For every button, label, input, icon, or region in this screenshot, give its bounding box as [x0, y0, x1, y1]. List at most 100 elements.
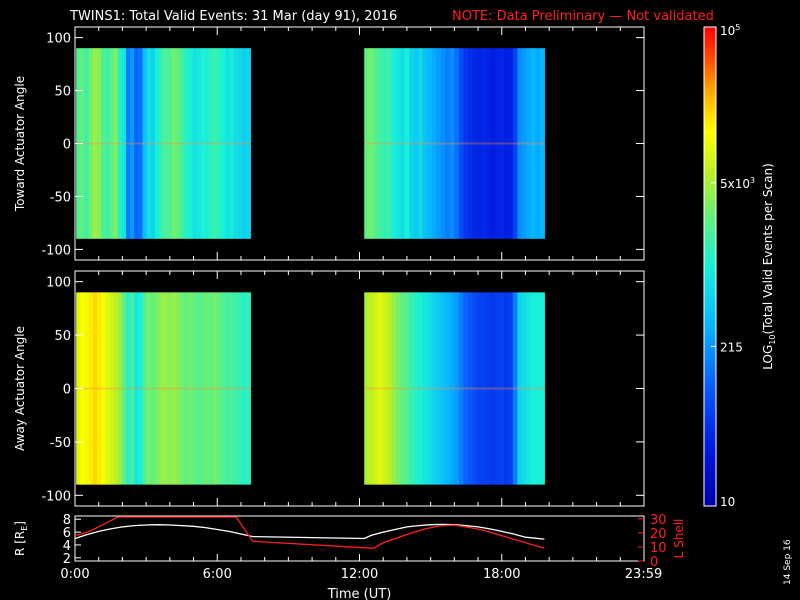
colorbar-tick-label: 105: [720, 23, 740, 38]
away-heat-column: [436, 292, 442, 485]
away-heat-column: [121, 292, 127, 485]
toward-heat-column: [109, 48, 115, 239]
toward-heat-column: [146, 48, 152, 239]
away-heat-column: [192, 292, 198, 485]
away-heat-column: [163, 292, 168, 485]
away-heat-column: [458, 292, 464, 485]
away-heat-column: [368, 292, 374, 485]
toward-heat-column: [364, 48, 370, 239]
away-heat-column: [179, 292, 185, 485]
away-heat-column: [377, 292, 383, 485]
away-heat-column: [109, 292, 115, 485]
orbit-r-line: [74, 523, 545, 540]
away-ytick-label: -100: [41, 489, 71, 504]
toward-heat-column: [175, 48, 181, 239]
toward-heat-column: [377, 48, 383, 239]
toward-heat-column: [163, 48, 168, 239]
away-heat-column: [476, 292, 482, 485]
orbit-left-ylabel: R [RE]: [13, 521, 29, 556]
toward-heat-column: [409, 48, 415, 239]
colorbar-tick-label: 215: [720, 340, 743, 354]
orbit-left-tick-label: 4: [63, 539, 71, 554]
away-heat-column: [217, 292, 222, 485]
toward-heat-column: [472, 48, 478, 239]
away-heat-column: [146, 292, 152, 485]
orbit-left-tick-label: 2: [63, 552, 71, 567]
away-heat-column: [150, 292, 156, 485]
away-heat-column: [485, 292, 491, 485]
toward-heat-column: [382, 48, 388, 239]
away-heat-column: [84, 292, 90, 485]
away-heat-column: [200, 292, 206, 485]
orbit-lshell-line: [74, 516, 545, 549]
away-heat-column: [364, 292, 370, 485]
away-heat-column: [526, 292, 532, 485]
toward-heat-column: [373, 48, 379, 239]
toward-ylabel: Toward Actuator Angle: [13, 76, 27, 212]
away-heat-column: [96, 292, 102, 485]
toward-heat-column: [449, 48, 455, 239]
toward-heat-column: [422, 48, 428, 239]
toward-heat-column: [521, 48, 527, 239]
colorbar-gradient: [703, 26, 717, 507]
away-heat-column: [508, 292, 514, 485]
toward-heat-column: [431, 48, 437, 239]
away-heat-column: [481, 292, 487, 485]
orbit-right-tick-label: 30: [650, 513, 667, 528]
toward-heat-column: [494, 48, 500, 239]
toward-heat-column: [395, 48, 401, 239]
toward-heat-column: [134, 48, 139, 239]
toward-heat-column: [445, 48, 451, 239]
toward-heat-column: [440, 48, 446, 239]
orbit-right-tick-label: 10: [650, 541, 667, 556]
colorbar-label: LOG10(Total Valid Events per Scan): [761, 163, 777, 370]
away-ytick-label: 100: [46, 276, 71, 291]
toward-heat-column: [159, 48, 164, 239]
toward-heat-column: [503, 48, 509, 239]
orbit-xtick-label: 12:00: [341, 567, 378, 582]
away-heat-column: [400, 292, 406, 485]
toward-heat-column: [476, 48, 482, 239]
toward-heat-column: [96, 48, 102, 239]
figure-title: TWINS1: Total Valid Events: 31 Mar (day …: [69, 9, 397, 24]
toward-heat-column: [179, 48, 185, 239]
toward-heat-column: [481, 48, 487, 239]
toward-heat-column: [413, 48, 419, 239]
away-heat-column: [440, 292, 446, 485]
away-heat-column: [233, 292, 239, 485]
away-heat-column: [512, 292, 518, 485]
toward-heat-column: [142, 48, 148, 239]
away-heat-column: [449, 292, 455, 485]
toward-heat-column: [138, 48, 144, 239]
away-ytick-label: -50: [50, 436, 71, 451]
toward-heat-column: [117, 48, 123, 239]
toward-ytick-label: 100: [46, 32, 71, 47]
away-heat-column: [101, 292, 106, 485]
away-heat-column: [138, 292, 144, 485]
toward-heat-column: [92, 48, 98, 239]
toward-heat-column: [130, 48, 135, 239]
away-heat-column: [88, 292, 94, 485]
away-heat-column: [391, 292, 397, 485]
away-ylabel: Away Actuator Angle: [13, 326, 27, 451]
away-heat-column: [409, 292, 415, 485]
away-heat-column: [517, 292, 523, 485]
toward-ytick-label: 50: [54, 85, 71, 100]
colorbar: 10 215 5x103 105 LOG10(Total Valid Events pe…: [703, 23, 777, 509]
toward-heat-column: [436, 48, 442, 239]
toward-heat-column: [208, 48, 214, 239]
toward-heat-column: [217, 48, 222, 239]
toward-ytick-label: -50: [50, 190, 71, 205]
away-heat-column: [472, 292, 478, 485]
away-heat-column: [159, 292, 164, 485]
orbit-xlabel: Time (UT): [327, 587, 392, 600]
toward-heat-column: [467, 48, 473, 239]
away-heat-column: [445, 292, 451, 485]
toward-heat-column: [125, 48, 131, 239]
toward-heat-column: [167, 48, 173, 239]
toward-ytick-label: 0: [63, 138, 71, 153]
toward-heat-column: [188, 48, 193, 239]
away-heat-column: [454, 292, 460, 485]
